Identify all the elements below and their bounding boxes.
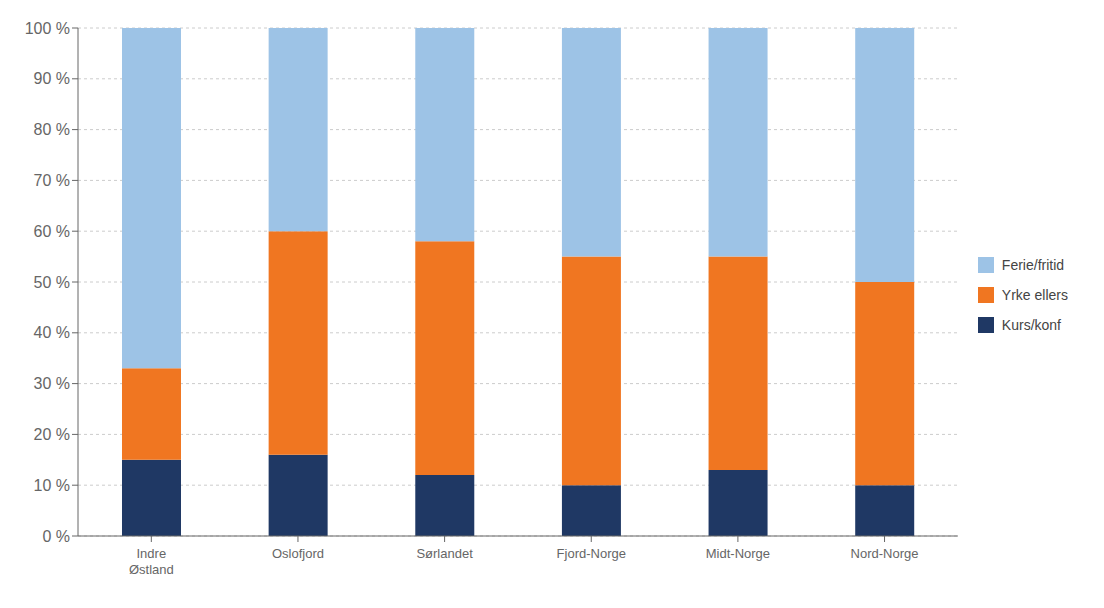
svg-text:50 %: 50 %: [34, 274, 70, 291]
svg-text:10 %: 10 %: [34, 477, 70, 494]
svg-text:0 %: 0 %: [42, 528, 70, 545]
svg-text:70 %: 70 %: [34, 172, 70, 189]
svg-text:20 %: 20 %: [34, 426, 70, 443]
svg-text:80 %: 80 %: [34, 121, 70, 138]
svg-text:100 %: 100 %: [25, 20, 70, 37]
html-text:Ferie/fritid: Ferie/fritid: [1001, 257, 1065, 273]
svg-text:40 %: 40 %: [34, 324, 70, 341]
svg-text:30 %: 30 %: [34, 375, 70, 392]
svg-text:90 %: 90 %: [34, 70, 70, 87]
svg-text:Oslofjord: Oslofjord: [272, 546, 324, 561]
svg-text:IndreØstland: IndreØstland: [129, 546, 174, 577]
html-text:Kurs/konf: Kurs/konf: [1001, 317, 1061, 333]
svg-text:Midt-Norge: Midt-Norge: [706, 546, 770, 561]
svg-text:Nord-Norge: Nord-Norge: [851, 546, 919, 561]
svg-text:60 %: 60 %: [34, 223, 70, 240]
svg-text:Fjord-Norge: Fjord-Norge: [557, 546, 626, 561]
html-text:Yrke ellers: Yrke ellers: [1001, 287, 1068, 303]
svg-text:Sørlandet: Sørlandet: [416, 546, 473, 561]
